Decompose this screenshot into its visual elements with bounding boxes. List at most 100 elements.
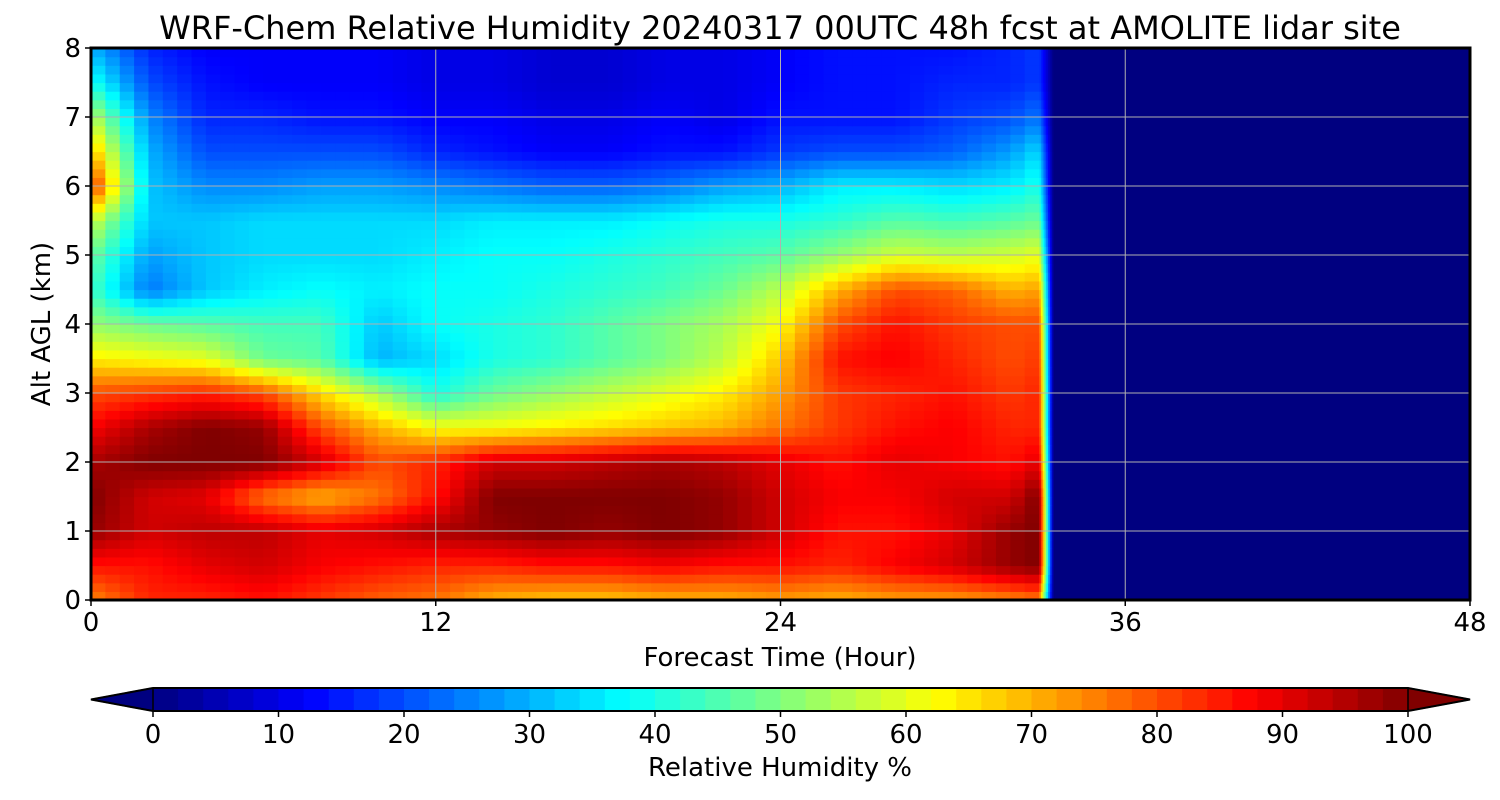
heatmap-cell xyxy=(306,82,322,92)
heatmap-cell xyxy=(536,410,552,420)
heatmap-cell xyxy=(119,462,135,472)
heatmap-cell xyxy=(119,125,135,135)
heatmap-cell xyxy=(665,470,681,480)
heatmap-cell xyxy=(694,229,710,239)
heatmap-cell xyxy=(593,470,609,480)
heatmap-cell xyxy=(1044,298,1047,308)
heatmap-cell xyxy=(421,358,437,368)
heatmap-cell xyxy=(507,487,523,498)
heatmap-cell xyxy=(277,99,293,109)
heatmap-cell xyxy=(1039,194,1042,204)
heatmap-cell xyxy=(780,263,796,273)
heatmap-cell xyxy=(1046,462,1049,472)
heatmap-cell xyxy=(852,487,868,498)
heatmap-cell xyxy=(565,418,580,429)
heatmap-cell xyxy=(636,134,652,144)
heatmap-cell xyxy=(1024,65,1040,75)
heatmap-cell xyxy=(1049,531,1053,541)
heatmap-cell xyxy=(220,263,236,273)
heatmap-cell xyxy=(478,591,494,600)
heatmap-cell xyxy=(679,513,695,523)
heatmap-cell xyxy=(450,56,466,66)
heatmap-cell xyxy=(234,108,250,118)
heatmap-cell xyxy=(1042,272,1046,282)
heatmap-cell xyxy=(837,99,853,109)
heatmap-cell xyxy=(507,393,523,403)
heatmap-cell xyxy=(450,401,466,411)
heatmap-cell xyxy=(823,341,839,351)
heatmap-cell xyxy=(952,298,968,308)
heatmap-cell xyxy=(1040,393,1044,403)
heatmap-cell xyxy=(536,315,552,325)
heatmap-cell xyxy=(737,280,753,291)
heatmap-cell xyxy=(924,522,940,532)
heatmap-cell xyxy=(981,487,997,498)
heatmap-cell xyxy=(335,427,351,437)
heatmap-cell xyxy=(378,99,394,109)
heatmap-cell xyxy=(378,522,394,532)
heatmap-cell xyxy=(536,220,552,230)
heatmap-cell xyxy=(636,375,652,385)
heatmap-cell xyxy=(852,556,868,567)
heatmap-cell xyxy=(306,548,322,558)
heatmap-cell xyxy=(292,280,308,291)
heatmap-cell xyxy=(191,142,207,153)
heatmap-cell xyxy=(895,531,911,541)
heatmap-cell xyxy=(837,505,853,515)
heatmap-cell xyxy=(378,436,394,446)
heatmap-cell xyxy=(794,324,810,334)
heatmap-cell xyxy=(536,513,552,523)
heatmap-cell xyxy=(536,591,552,600)
heatmap-cell xyxy=(608,56,624,66)
heatmap-cell xyxy=(608,418,624,429)
heatmap-cell xyxy=(392,117,408,127)
heatmap-cell xyxy=(852,444,868,454)
heatmap-cell xyxy=(1044,56,1047,66)
colorbar-tick-label: 100 xyxy=(1383,720,1433,750)
heatmap-cell xyxy=(335,65,351,75)
heatmap-cell xyxy=(1049,349,1053,360)
heatmap-cell xyxy=(866,99,882,109)
heatmap-cell xyxy=(507,237,523,247)
heatmap-cell xyxy=(234,272,250,282)
heatmap-cell xyxy=(263,548,279,558)
heatmap-cell xyxy=(435,194,451,204)
heatmap-cell xyxy=(450,151,466,161)
heatmap-cell xyxy=(536,289,552,299)
heatmap-cell xyxy=(464,203,480,213)
heatmap-cell xyxy=(809,522,825,532)
heatmap-cell xyxy=(651,462,667,472)
heatmap-cell xyxy=(665,479,681,489)
heatmap-cell xyxy=(550,263,566,273)
heatmap-cell xyxy=(421,255,437,265)
heatmap-cell xyxy=(507,513,523,523)
heatmap-cell xyxy=(952,73,968,84)
heatmap-cell xyxy=(636,496,652,506)
heatmap-cell xyxy=(1024,263,1040,273)
heatmap-cell xyxy=(277,522,293,532)
colorbar-band xyxy=(228,688,254,711)
heatmap-cell xyxy=(924,48,940,58)
heatmap-cell xyxy=(234,194,250,204)
heatmap-cell xyxy=(478,186,494,196)
heatmap-cell xyxy=(636,531,652,541)
heatmap-cell xyxy=(679,531,695,541)
heatmap-cell xyxy=(435,255,451,265)
heatmap-cell xyxy=(837,418,853,429)
heatmap-cell xyxy=(191,418,207,429)
heatmap-cell xyxy=(1040,453,1044,463)
heatmap-cell xyxy=(981,142,997,153)
heatmap-cell xyxy=(1044,211,1047,222)
heatmap-cell xyxy=(507,418,523,429)
heatmap-cell xyxy=(277,82,293,92)
heatmap-cell xyxy=(177,263,193,273)
heatmap-cell xyxy=(694,134,710,144)
heatmap-cell xyxy=(723,341,738,351)
heatmap-cell xyxy=(608,444,624,454)
heatmap-cell xyxy=(1051,177,1055,187)
heatmap-cell xyxy=(1049,565,1053,575)
heatmap-cell xyxy=(924,505,940,515)
heatmap-cell xyxy=(1040,582,1044,592)
heatmap-cell xyxy=(407,194,422,204)
heatmap-cell xyxy=(665,65,681,75)
